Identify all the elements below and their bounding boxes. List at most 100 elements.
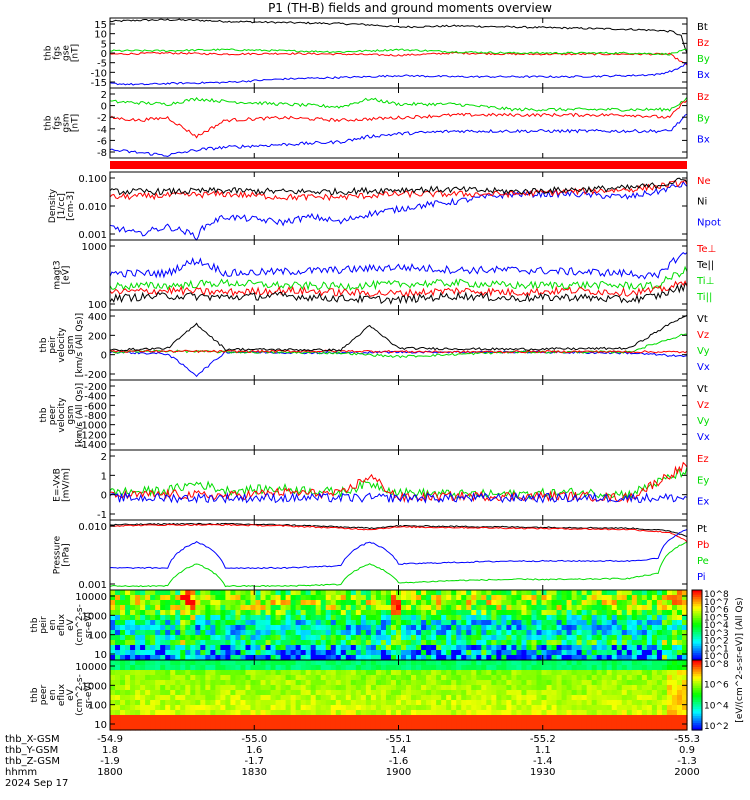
heatmap-cell <box>406 705 412 711</box>
heatmap-cell <box>616 590 623 596</box>
heatmap-cell <box>541 590 548 596</box>
heatmap-cell <box>646 720 653 726</box>
heatmap-cell <box>110 690 116 696</box>
heatmap-cell <box>411 655 417 661</box>
heatmap-cell <box>315 655 322 661</box>
heatmap-cell <box>456 725 462 731</box>
heatmap-cell <box>240 620 247 626</box>
xaxis-value: 1.1 <box>535 745 551 756</box>
heatmap-cell <box>641 720 648 726</box>
heatmap-cell <box>401 665 407 671</box>
heatmap-cell <box>656 690 663 696</box>
heatmap-cell <box>165 665 171 671</box>
heatmap-cell <box>360 600 367 606</box>
heatmap-cell <box>115 600 121 606</box>
heatmap-cell <box>215 695 221 701</box>
heatmap-cell <box>401 610 407 616</box>
heatmap-cell <box>441 625 447 631</box>
heatmap-cell <box>140 595 146 601</box>
heatmap-cell <box>611 615 618 621</box>
heatmap-cell <box>280 615 287 621</box>
heatmap-cell <box>486 690 492 696</box>
heatmap-cell <box>130 715 136 721</box>
heatmap-cell <box>591 685 598 691</box>
heatmap-cell <box>546 645 553 651</box>
heatmap-cell <box>160 665 166 671</box>
series-Pi <box>109 529 688 570</box>
heatmap-cell <box>471 630 477 636</box>
heatmap-cell <box>516 705 523 711</box>
heatmap-cell <box>395 710 402 716</box>
heatmap-cell <box>466 660 472 666</box>
heatmap-cell <box>385 630 392 636</box>
heatmap-cell <box>646 600 653 606</box>
heatmap-cell <box>586 640 593 646</box>
heatmap-cell <box>265 620 272 626</box>
heatmap-cell <box>190 620 196 626</box>
heatmap-cell <box>506 675 512 681</box>
heatmap-cell <box>265 685 272 691</box>
heatmap-cell <box>195 725 201 731</box>
heatmap-cell <box>626 695 633 701</box>
heatmap-cell <box>110 595 116 601</box>
heatmap-cell <box>556 605 563 611</box>
heatmap-cell <box>476 620 482 626</box>
heatmap-cell <box>250 725 257 731</box>
heatmap-cell <box>661 610 668 616</box>
heatmap-cell <box>275 635 282 641</box>
heatmap-cell <box>350 715 357 721</box>
heatmap-cell <box>646 660 653 666</box>
heatmap-cell <box>145 645 151 651</box>
heatmap-cell <box>496 595 502 601</box>
heatmap-cell <box>466 695 472 701</box>
heatmap-cell <box>581 710 588 716</box>
heatmap-cell <box>611 705 618 711</box>
heatmap-cell <box>641 625 648 631</box>
heatmap-cell <box>200 725 206 731</box>
heatmap-cell <box>295 700 302 706</box>
heatmap-cell <box>486 590 492 596</box>
heatmap-cell <box>300 620 307 626</box>
heatmap-cell <box>486 595 492 601</box>
heatmap-cell <box>215 705 221 711</box>
heatmap-cell <box>681 680 688 686</box>
heatmap-cell <box>215 645 221 651</box>
heatmap-cell <box>496 610 502 616</box>
heatmap-cell <box>471 590 477 596</box>
heatmap-cell <box>536 615 543 621</box>
heatmap-cell <box>421 705 427 711</box>
heatmap-cell <box>491 710 497 716</box>
heatmap-cell <box>275 670 282 676</box>
heatmap-cell <box>596 595 603 601</box>
heatmap-cell <box>441 670 447 676</box>
heatmap-cell <box>476 705 482 711</box>
heatmap-cell <box>536 650 543 656</box>
heatmap-cell <box>380 690 387 696</box>
heatmap-cell <box>165 720 171 726</box>
heatmap-cell <box>390 645 397 651</box>
heatmap-cell <box>641 645 648 651</box>
heatmap-cell <box>551 620 558 626</box>
heatmap-cell <box>320 590 327 596</box>
heatmap-cell <box>300 660 307 666</box>
heatmap-cell <box>320 595 327 601</box>
heatmap-cell <box>115 615 121 621</box>
heatmap-cell <box>451 640 457 646</box>
heatmap-cell <box>541 700 548 706</box>
heatmap-cell <box>255 720 262 726</box>
heatmap-cell <box>596 600 603 606</box>
panel-frame <box>109 171 688 241</box>
heatmap-cell <box>626 645 633 651</box>
heatmap-cell <box>521 605 528 611</box>
heatmap-cell <box>681 725 688 731</box>
heatmap-cell <box>456 590 462 596</box>
heatmap-cell <box>626 600 633 606</box>
heatmap-cell <box>330 610 337 616</box>
heatmap-cell <box>586 610 593 616</box>
heatmap-cell <box>646 610 653 616</box>
heatmap-cell <box>240 690 247 696</box>
heatmap-cell <box>175 650 181 656</box>
xaxis-value: -1.3 <box>677 756 697 767</box>
heatmap-cell <box>606 710 613 716</box>
heatmap-cell <box>486 630 492 636</box>
